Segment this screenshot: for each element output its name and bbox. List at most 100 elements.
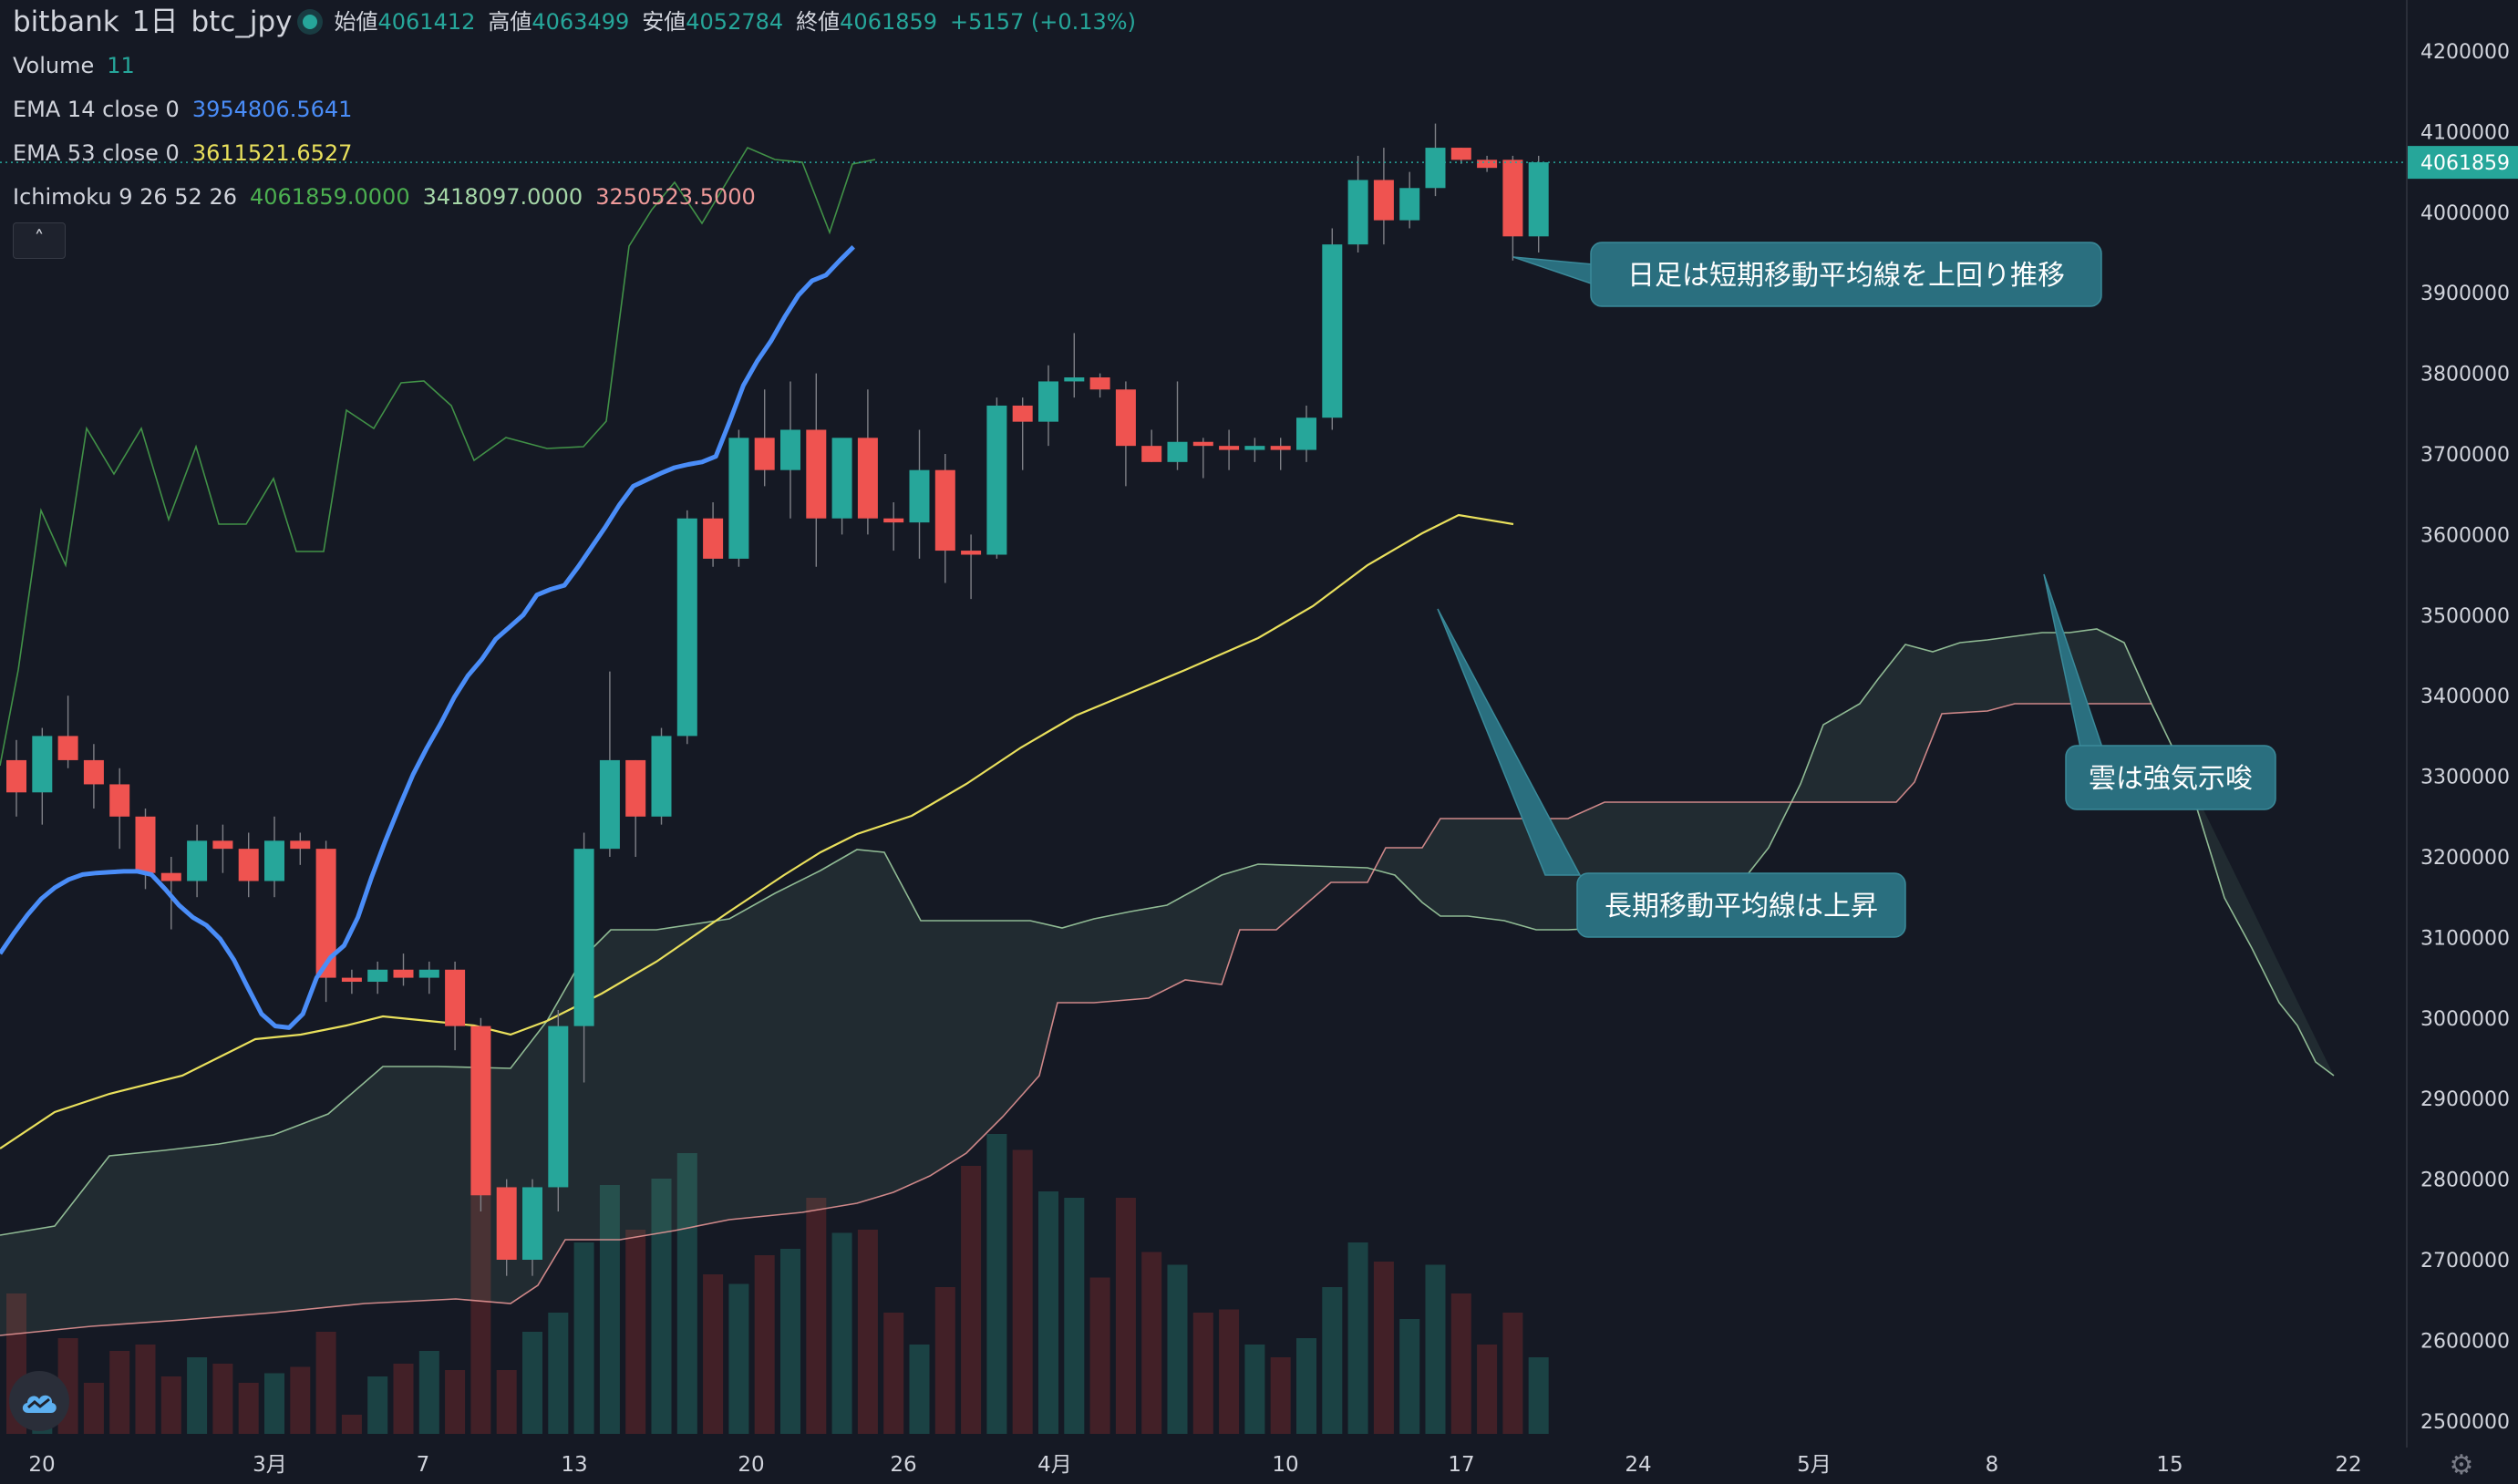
candle-body[interactable]	[1450, 148, 1471, 160]
candle-body[interactable]	[934, 469, 955, 551]
candle-body[interactable]	[315, 849, 336, 978]
candle-body[interactable]	[1038, 381, 1058, 422]
x-tick-label: 3月	[253, 1453, 287, 1477]
ichimoku-span-b	[0, 703, 2152, 1336]
callout-text: 雲は強気示唆	[2089, 763, 2253, 795]
y-tick-label: 3900000	[2420, 283, 2510, 305]
collapse-legend-button[interactable]: ˄	[13, 222, 66, 259]
candle-body[interactable]	[445, 969, 466, 1026]
candle-body[interactable]	[728, 438, 749, 559]
candle-body[interactable]	[238, 849, 259, 881]
exchange-name[interactable]: bitbank	[13, 5, 119, 38]
candle-body[interactable]	[676, 518, 697, 737]
candle-body[interactable]	[522, 1187, 542, 1260]
candle-body[interactable]	[1296, 417, 1316, 450]
candle-body[interactable]	[1270, 446, 1291, 450]
candle-body[interactable]	[961, 551, 982, 555]
volume-bar	[728, 1283, 749, 1434]
candle-body[interactable]	[6, 759, 26, 793]
callout-box[interactable]	[2065, 745, 2276, 810]
volume-bar	[1477, 1345, 1498, 1434]
candle-body[interactable]	[1322, 244, 1343, 418]
candle-body[interactable]	[1115, 389, 1136, 447]
candle-body[interactable]	[573, 849, 594, 1026]
candle-body[interactable]	[548, 1025, 569, 1188]
candle-body[interactable]	[1192, 441, 1213, 447]
candle-body[interactable]	[857, 438, 878, 519]
candle-body[interactable]	[418, 969, 439, 978]
candle-body[interactable]	[780, 429, 800, 470]
callout-box[interactable]	[1590, 242, 2102, 307]
candle-body[interactable]	[32, 736, 53, 793]
volume-bar	[831, 1232, 852, 1434]
candle-body[interactable]	[1425, 148, 1446, 189]
candle-body[interactable]	[109, 784, 130, 817]
candle-body[interactable]	[290, 840, 311, 850]
candle-body[interactable]	[1244, 446, 1265, 450]
ichimoku-value-1: 4061859.0000	[250, 184, 410, 210]
candle-body[interactable]	[496, 1187, 517, 1260]
interval-label[interactable]: 1日	[131, 5, 179, 38]
ema14-legend[interactable]: EMA 14 close 0 3954806.5641	[13, 88, 1136, 131]
candle-body[interactable]	[212, 840, 233, 850]
volume-bar	[109, 1351, 130, 1434]
volume-bar	[1192, 1313, 1213, 1434]
candle-body[interactable]	[1373, 180, 1394, 221]
ema53-legend[interactable]: EMA 53 close 0 3611521.6527	[13, 131, 1136, 175]
high-value: 4063499	[531, 9, 630, 35]
candle-body[interactable]	[1141, 446, 1162, 462]
candle-body[interactable]	[1399, 188, 1420, 221]
candle-body[interactable]	[1219, 446, 1240, 450]
candle-body[interactable]	[1064, 377, 1085, 382]
candle-body[interactable]	[754, 438, 775, 470]
gear-icon[interactable]: ⚙	[2449, 1449, 2474, 1481]
candle-body[interactable]	[393, 969, 414, 978]
candle-body[interactable]	[909, 469, 930, 523]
ema14-label: EMA 14 close 0	[13, 97, 180, 122]
candle-body[interactable]	[341, 977, 362, 983]
candle-body[interactable]	[986, 405, 1007, 555]
candle-body[interactable]	[883, 518, 904, 523]
symbol-name[interactable]: btc_jpy	[191, 5, 293, 38]
candle-body[interactable]	[160, 872, 181, 881]
candle-body[interactable]	[264, 840, 284, 881]
tradingview-cloud-icon[interactable]	[9, 1371, 69, 1431]
candle-body[interactable]	[1012, 405, 1033, 422]
candle-body[interactable]	[625, 759, 646, 817]
callout-text: 長期移動平均線は上昇	[1605, 891, 1878, 922]
chevron-up-icon: ˄	[34, 228, 45, 251]
candle-body[interactable]	[651, 736, 672, 817]
candle-body[interactable]	[187, 840, 208, 881]
candle-body[interactable]	[599, 759, 620, 850]
candle-body[interactable]	[1089, 377, 1110, 390]
candle-body[interactable]	[1167, 441, 1188, 462]
candle-body[interactable]	[1528, 161, 1549, 237]
volume-bar	[651, 1179, 672, 1434]
candle-body[interactable]	[806, 429, 827, 519]
candle-body[interactable]	[703, 518, 724, 559]
ichimoku-legend[interactable]: Ichimoku 9 26 52 26 4061859.0000 3418097…	[13, 175, 1136, 219]
ema14-line	[0, 245, 855, 1030]
y-tick-label: 3800000	[2420, 364, 2510, 386]
candle-body[interactable]	[83, 759, 104, 785]
candle-body[interactable]	[470, 1025, 491, 1196]
ichimoku-value-3: 3250523.5000	[595, 184, 756, 210]
candle-body[interactable]	[1347, 180, 1368, 245]
volume-bar	[573, 1242, 594, 1434]
y-tick-label: 3300000	[2420, 767, 2510, 789]
volume-bar	[212, 1364, 233, 1434]
candle-body[interactable]	[1502, 160, 1523, 237]
callout-box[interactable]	[1576, 872, 1906, 938]
volume-legend[interactable]: Volume 11	[13, 44, 1136, 88]
symbol-row: bitbank 1日 btc_jpy 始値 4061412 高値 4063499 安…	[13, 0, 1136, 44]
volume-bar	[703, 1274, 724, 1434]
candle-body[interactable]	[831, 438, 852, 519]
candle-body[interactable]	[367, 969, 388, 983]
volume-bar	[1115, 1198, 1136, 1434]
candle-body[interactable]	[135, 816, 156, 873]
candle-body[interactable]	[1477, 160, 1498, 169]
volume-bar	[393, 1364, 414, 1434]
volume-bar	[676, 1153, 697, 1434]
candle-body[interactable]	[57, 736, 78, 760]
